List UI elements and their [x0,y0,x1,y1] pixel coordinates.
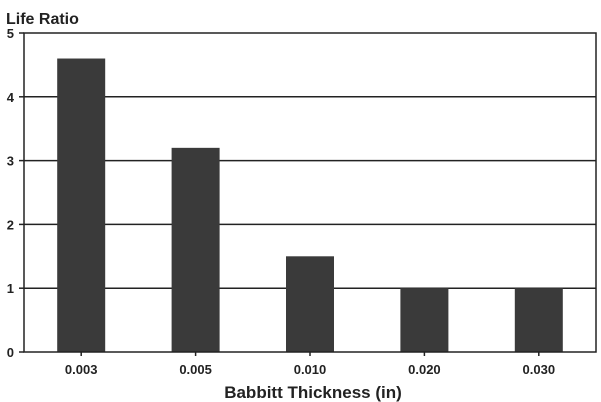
bar-0.005 [171,147,220,352]
x-tick-label: 0.003 [65,362,98,377]
bars [57,58,563,353]
x-axis-label: Babbitt Thickness (in) [224,383,402,402]
chart-title: Life Ratio [6,11,79,28]
y-tick-label: 5 [7,26,14,41]
y-tick-label: 2 [7,217,14,232]
x-tick-label: 0.010 [294,362,327,377]
bar-0.003 [57,58,106,353]
bar-0.030 [514,288,563,352]
x-tick-label: 0.030 [523,362,556,377]
y-tick-label: 3 [7,154,14,169]
y-tick-label: 0 [7,345,14,360]
y-tick-label: 1 [7,281,14,296]
x-tick-label: 0.020 [408,362,441,377]
bar-0.020 [400,288,449,352]
bar-0.010 [286,256,334,352]
x-tick-label: 0.005 [179,362,212,377]
y-tick-labels: 0 1 2 3 4 5 [7,26,24,360]
x-tick-labels: 0.003 0.005 0.010 0.020 0.030 [65,352,555,377]
y-tick-label: 4 [7,90,15,105]
